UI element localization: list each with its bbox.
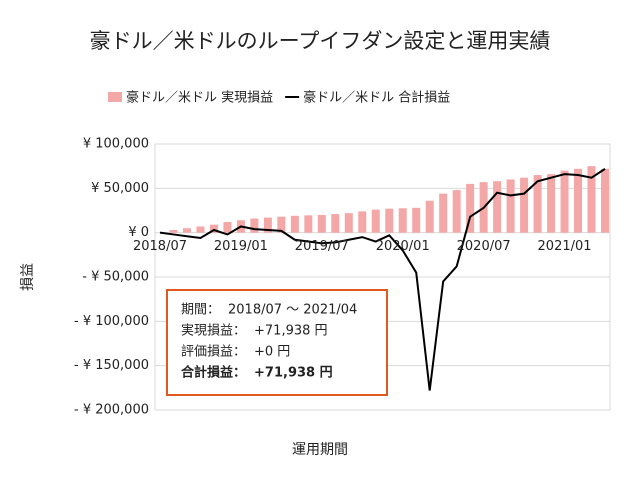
bar xyxy=(452,190,461,233)
annotation-value: +71,938 円 xyxy=(254,366,333,381)
bar xyxy=(412,207,421,233)
y-tick-label: - ¥ 100,000 xyxy=(74,314,149,329)
x-tick-label: 2019/01 xyxy=(214,239,268,254)
bar xyxy=(560,170,569,233)
bar xyxy=(277,216,286,233)
bar xyxy=(371,209,380,233)
x-tick-label: 2019/07 xyxy=(295,239,349,254)
x-tick-label: 2021/01 xyxy=(538,239,592,254)
bar xyxy=(304,215,313,233)
bar xyxy=(331,214,340,233)
bar xyxy=(398,208,407,233)
bar xyxy=(425,200,434,233)
bar xyxy=(250,218,259,233)
annotation-value: 2018/07 ～ 2021/04 xyxy=(228,303,357,318)
bar xyxy=(358,211,367,233)
bar xyxy=(196,226,205,233)
y-tick-label: - ¥ 50,000 xyxy=(82,270,149,285)
legend-label: 豪ドル／米ドル 合計損益 xyxy=(303,90,450,106)
bar xyxy=(466,183,475,233)
annotation-label: 実現損益： xyxy=(181,323,246,339)
bar xyxy=(182,228,191,233)
bar xyxy=(209,224,218,233)
bar xyxy=(317,214,326,233)
bar xyxy=(506,179,515,233)
bar xyxy=(533,175,542,233)
line xyxy=(159,168,606,391)
annotation-label: 期間： xyxy=(181,303,220,318)
x-tick-label: 2018/07 xyxy=(133,239,187,254)
bar xyxy=(169,230,178,233)
y-axis-label: 損益 xyxy=(20,263,36,291)
chart-title: 豪ドル／米ドルのループイフダン設定と運用実績 xyxy=(90,29,551,53)
annotation-value: +71,938 円 xyxy=(254,324,328,339)
y-tick-label: ¥ 50,000 xyxy=(91,181,149,196)
x-tick-label: 2020/07 xyxy=(457,239,511,254)
bar xyxy=(493,181,502,233)
annotation-box xyxy=(166,289,388,396)
annotation-value: +0 円 xyxy=(254,345,290,360)
bar xyxy=(547,174,556,233)
annotation-label: 評価損益： xyxy=(181,345,246,360)
bar xyxy=(574,168,583,233)
y-tick-label: ¥ 100,000 xyxy=(83,137,149,152)
bar xyxy=(290,215,299,233)
bar xyxy=(385,208,394,233)
bar xyxy=(587,166,596,233)
legend-label: 豪ドル／米ドル 実現損益 xyxy=(126,90,273,106)
y-tick-label: ¥ 0 xyxy=(128,225,149,240)
y-tick-label: - ¥ 150,000 xyxy=(74,358,149,373)
bar xyxy=(344,213,353,233)
legend-swatch xyxy=(108,92,122,102)
x-tick-label: 2020/01 xyxy=(376,239,430,254)
bar xyxy=(520,177,529,233)
annotation-label: 合計損益： xyxy=(181,365,246,381)
bar xyxy=(223,222,232,233)
bar xyxy=(263,217,272,233)
bar xyxy=(601,168,609,233)
y-tick-label: - ¥ 200,000 xyxy=(74,403,149,418)
bar xyxy=(439,193,448,233)
x-axis-label: 運用期間 xyxy=(292,442,348,458)
